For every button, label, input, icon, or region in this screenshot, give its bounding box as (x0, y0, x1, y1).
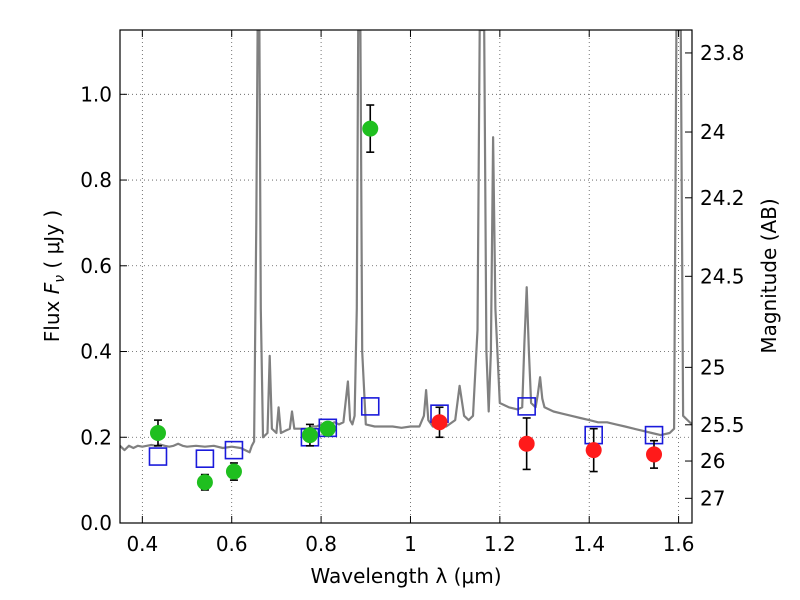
x-tick-label: 0.4 (126, 532, 158, 556)
red-data-point (431, 414, 448, 431)
spectrum-line (120, 30, 692, 454)
y-tick-label: 1.0 (80, 82, 112, 106)
y2-tick-label: 24.5 (700, 264, 745, 288)
green-data-point (196, 474, 213, 491)
green-data-point (149, 424, 166, 441)
y-axis-label-symbol: F (40, 282, 64, 294)
red-data-point (585, 442, 602, 459)
x-axis-label: Wavelength λ (μm) (310, 564, 501, 588)
model-square-marker (148, 447, 168, 466)
y-axis-label: Flux Fν ( μJy ) (40, 210, 68, 342)
red-data-point (646, 446, 663, 463)
model-square-marker (517, 397, 536, 416)
y-tick-label: 0.0 (80, 511, 112, 535)
model-square-marker (360, 397, 380, 416)
y2-tick-label: 27 (700, 486, 725, 510)
axis-ticks: 0.4 0.6 0.8 1 1.2 1.4 1.6 0.0 0.2 0.4 0.6 0.8 1.0 23.… (80, 30, 745, 556)
green-data-point (301, 427, 318, 444)
plot-frame (119, 29, 693, 524)
y-axis-label-prefix: Flux (40, 294, 64, 342)
grid-lines (120, 30, 692, 524)
marker-layer (148, 104, 664, 491)
x-tick-label: 1.6 (663, 532, 695, 556)
y2-axis-label: Magnitude (AB) (757, 198, 781, 353)
x-tick-label: 1.2 (484, 532, 516, 556)
green-data-point (225, 463, 242, 480)
y2-tick-label: 25.5 (700, 413, 745, 437)
y-tick-label: 0.6 (80, 254, 112, 278)
y-tick-label: 0.2 (80, 425, 112, 449)
spectrum-layer (120, 30, 692, 454)
y-tick-label: 0.8 (80, 168, 112, 192)
y-axis-label-subscript: ν (52, 275, 68, 283)
model-square-marker (224, 440, 244, 460)
y2-tick-label: 23.8 (700, 41, 745, 65)
green-data-point (362, 120, 379, 137)
y2-tick-label: 25 (700, 355, 725, 379)
x-tick-label: 1.4 (573, 532, 605, 556)
y-tick-label: 0.4 (80, 340, 112, 364)
x-tick-label: 0.8 (305, 532, 337, 556)
y-axis-label-suffix: ( μJy ) (40, 210, 64, 275)
y2-tick-label: 26 (700, 449, 725, 473)
x-tick-label: 1 (404, 532, 417, 556)
model-square-marker (195, 449, 215, 468)
x-tick-label: 0.6 (216, 532, 248, 556)
red-data-point (518, 435, 535, 452)
y2-tick-label: 24 (700, 120, 725, 144)
green-data-point (319, 420, 336, 437)
y2-tick-label: 24.2 (700, 186, 745, 210)
